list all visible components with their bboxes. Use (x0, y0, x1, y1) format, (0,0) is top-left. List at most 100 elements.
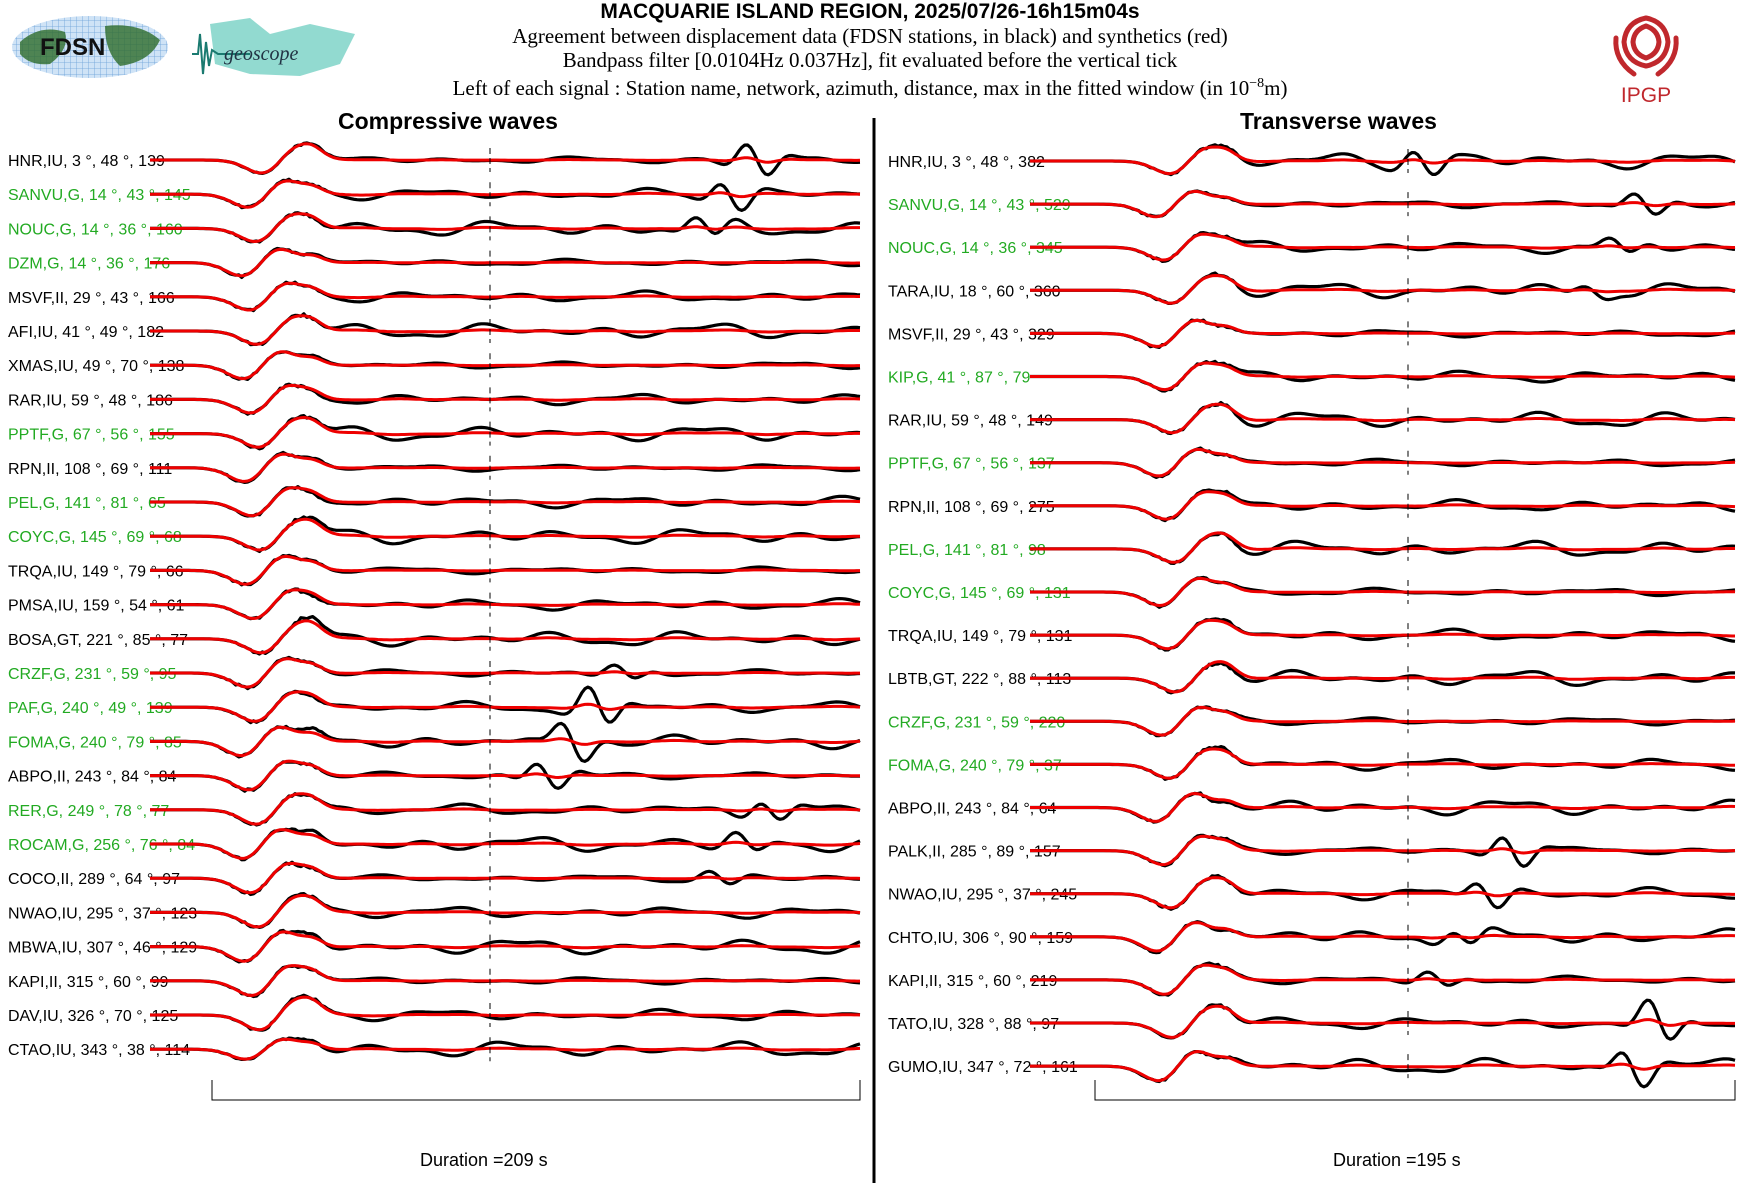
station-label: PMSA,IU, 159 °, 54 °, 61 (8, 598, 185, 615)
synthetic-trace (1030, 576, 1735, 607)
station-label: RER,G, 249 °, 78 °, 77 (8, 803, 169, 820)
station-label: ABPO,II, 243 °, 84 °, 64 (888, 801, 1057, 818)
synthetic-trace (1030, 361, 1736, 392)
station-label: RPN,II, 108 °, 69 °, 111 (8, 461, 172, 478)
station-label: AFI,IU, 41 °, 49 °, 182 (8, 324, 164, 341)
synthetic-trace (150, 588, 861, 620)
station-label: NOUC,G, 14 °, 36 °, 160 (8, 221, 183, 238)
panel-0-traces: HNR,IU, 3 °, 48 °, 139 SANVU,G, 14 °, 43 … (8, 141, 861, 1062)
station-label: MSVF,II, 29 °, 43 °, 329 (888, 326, 1055, 343)
station-label: CHTO,IU, 306 °, 90 °, 159 (888, 930, 1073, 947)
station-label: KAPI,II, 315 °, 60 °, 219 (888, 973, 1057, 990)
station-label: TATO,IU, 328 °, 88 °, 97 (888, 1016, 1059, 1033)
synthetic-trace (150, 486, 861, 518)
compressive-duration-label: Duration =209 s (420, 1150, 548, 1170)
duration-bracket (211, 1080, 861, 1101)
synthetic-trace (1030, 834, 1735, 867)
duration-bracket (1094, 1080, 1736, 1101)
ipgp-logo-text: IPGP (1621, 84, 1671, 107)
synthetic-trace (150, 416, 860, 449)
station-label: MSVF,II, 29 °, 43 °, 166 (8, 290, 175, 307)
synthetic-trace (150, 828, 861, 860)
synthetic-trace (150, 281, 860, 312)
synthetic-trace (1030, 490, 1736, 521)
synthetic-trace (1030, 963, 1735, 996)
synthetic-trace (1030, 1050, 1736, 1083)
station-label: FOMA,G, 240 °, 79 °, 37 (888, 757, 1062, 774)
synthetic-trace (1030, 232, 1735, 262)
ipgp-logo-icon: IPGP (1613, 15, 1679, 107)
station-label: ABPO,II, 243 °, 84 °, 84 (8, 769, 177, 786)
transverse-duration-label: Duration =195 s (1333, 1150, 1461, 1170)
geoscope-logo-text: geoscope (224, 43, 299, 65)
data-trace (1030, 998, 1735, 1041)
synthetic-trace (150, 690, 861, 723)
station-label: NOUC,G, 14 °, 36 °, 345 (888, 240, 1063, 257)
station-label: GUMO,IU, 347 °, 72 °, 161 (888, 1059, 1078, 1076)
station-label: CRZF,G, 231 °, 59 °, 95 (8, 666, 177, 683)
data-trace (1030, 400, 1736, 436)
station-label: PAF,G, 240 °, 49 °, 139 (8, 700, 173, 717)
station-label: KAPI,II, 315 °, 60 °, 99 (8, 974, 169, 991)
subtitle-line-3-exponent: −8 (1249, 76, 1265, 91)
station-label: NWAO,IU, 295 °, 37 °, 123 (8, 905, 197, 922)
station-label: PEL,G, 141 °, 81 °, 98 (888, 542, 1046, 559)
station-label: RAR,IU, 59 °, 48 °, 186 (8, 392, 173, 409)
synthetic-trace (1030, 447, 1736, 478)
synthetic-trace (150, 1037, 861, 1061)
fdsn-logo: FDSN (10, 14, 170, 80)
fdsn-logo-text: FDSN (40, 34, 105, 61)
synthetic-trace (1030, 145, 1736, 176)
station-label: PPTF,G, 67 °, 56 °, 155 (8, 427, 175, 444)
station-label: SANVU,G, 14 °, 43 °, 529 (888, 197, 1071, 214)
station-label: RPN,II, 108 °, 69 °, 275 (888, 499, 1055, 516)
station-label: TARA,IU, 18 °, 60 °, 360 (888, 283, 1061, 300)
synthetic-trace (150, 314, 860, 346)
synthetic-trace (150, 554, 860, 586)
station-label: MBWA,IU, 307 °, 46 °, 129 (8, 940, 197, 957)
synthetic-trace (150, 517, 860, 552)
subtitle-line-2: Bandpass filter [0.0104Hz 0.037Hz], fit … (562, 48, 1178, 72)
synthetic-trace (1030, 618, 1735, 651)
station-label: COCO,II, 289 °, 64 °, 97 (8, 871, 180, 888)
synthetic-trace (150, 964, 860, 997)
station-label: BOSA,GT, 221 °, 85 °, 77 (8, 632, 188, 649)
synthetic-trace (1030, 531, 1735, 564)
panel-1-traces: HNR,IU, 3 °, 48 °, 382 SANVU,G, 14 °, 43 … (888, 143, 1736, 1089)
data-trace (1030, 271, 1736, 305)
station-label: TRQA,IU, 149 °, 79 °, 66 (8, 563, 184, 580)
data-trace (150, 515, 861, 554)
synthetic-trace (1030, 747, 1735, 780)
station-label: SANVU,G, 14 °, 43 °, 145 (8, 187, 191, 204)
synthetic-trace (1030, 274, 1736, 305)
station-label: TRQA,IU, 149 °, 79 °, 131 (888, 628, 1073, 645)
station-label: LBTB,GT, 222 °, 88 °, 113 (888, 671, 1071, 688)
station-label: CRZF,G, 231 °, 59 °, 220 (888, 714, 1065, 731)
synthetic-trace (1030, 189, 1736, 219)
synthetic-trace (150, 212, 860, 243)
station-label: ROCAM,G, 256 °, 76 °, 84 (8, 837, 195, 854)
station-label: XMAS,IU, 49 °, 70 °, 138 (8, 358, 185, 375)
geoscope-logo: geoscope (190, 14, 365, 84)
synthetic-trace (1030, 792, 1736, 823)
synthetic-trace (150, 930, 861, 963)
synthetic-trace (1030, 1004, 1735, 1039)
synthetic-trace (1030, 318, 1735, 348)
station-label: DZM,G, 14 °, 36 °, 176 (8, 256, 170, 273)
synthetic-trace (150, 861, 861, 895)
station-label: FOMA,G, 240 °, 79 °, 85 (8, 734, 182, 751)
synthetic-trace (1030, 921, 1736, 953)
page-title: MACQUARIE ISLAND REGION, 2025/07/26-16h1… (600, 0, 1140, 23)
station-label: PEL,G, 141 °, 81 °, 65 (8, 495, 166, 512)
synthetic-trace (150, 619, 861, 655)
synthetic-trace (150, 657, 860, 689)
data-trace (1030, 143, 1736, 177)
station-label: HNR,IU, 3 °, 48 °, 382 (888, 154, 1045, 171)
synthetic-trace (150, 995, 860, 1032)
subtitle-line-3: Left of each signal : Station name, netw… (0, 72, 1740, 100)
subtitle-line-1: Agreement between displacement data (FDS… (512, 24, 1228, 48)
synthetic-trace (150, 179, 861, 209)
station-label: HNR,IU, 3 °, 48 °, 139 (8, 153, 165, 170)
station-label: PALK,II, 285 °, 89 °, 157 (888, 844, 1061, 861)
